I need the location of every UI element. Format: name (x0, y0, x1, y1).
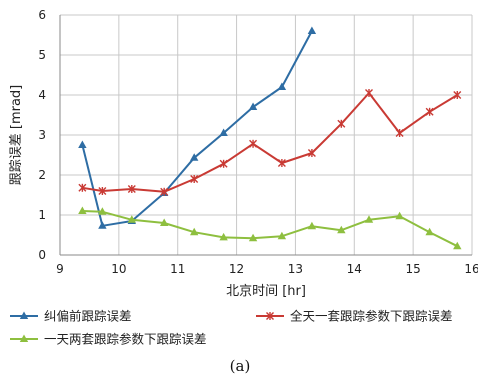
legend-item-1: 纠偏前跟踪误差 (10, 309, 132, 324)
data-point-series-1 (98, 221, 107, 229)
data-point-series-1 (248, 102, 258, 110)
star-marker (266, 312, 274, 320)
data-point-series-2 (425, 107, 434, 116)
x-axis-label: 北京时间 [hr] (226, 284, 306, 299)
data-point-series-3 (453, 241, 462, 250)
data-point-series-3 (78, 206, 87, 214)
data-point-series-2 (365, 89, 373, 97)
data-point-series-3 (159, 218, 169, 226)
data-point-series-2 (307, 149, 316, 157)
data-point-series-2 (395, 129, 404, 137)
y-axis-label: 跟踪误差 [mrad] (9, 85, 24, 186)
x-tick-label: 13 (288, 262, 303, 276)
data-point-series-2 (337, 119, 346, 128)
data-point-series-2 (98, 187, 107, 195)
data-point-series-3 (395, 211, 404, 220)
data-point-series-3 (364, 215, 374, 223)
y-tick-label: 5 (38, 48, 46, 62)
x-tick-label: 10 (111, 262, 126, 276)
figure-caption: (a) (230, 357, 251, 375)
data-point-series-3 (337, 225, 346, 234)
axes (59, 15, 472, 256)
data-point-series-2 (277, 159, 286, 167)
legend-item-3: 一天两套跟踪参数下跟踪误差 (10, 332, 207, 347)
legend-item-2: 全天一套跟踪参数下跟踪误差 (256, 309, 453, 324)
data-point-series-1 (219, 128, 228, 136)
data-point-series-3 (307, 221, 317, 230)
data-point-series-2 (249, 139, 258, 148)
data-point-series-3 (248, 233, 258, 242)
data-point-series-1 (277, 82, 287, 90)
data-point-series-3 (219, 232, 228, 241)
legend-label: 纠偏前跟踪误差 (44, 309, 132, 324)
data-point-series-2 (190, 175, 199, 183)
legend-label: 一天两套跟踪参数下跟踪误差 (44, 332, 207, 347)
data-point-series-3 (189, 227, 199, 236)
series-lines (78, 26, 462, 250)
x-tick-label: 9 (56, 262, 64, 276)
gridlines (59, 14, 473, 256)
data-point-series-2 (160, 187, 169, 196)
x-tick-label: 16 (464, 262, 478, 276)
data-point-series-2 (127, 185, 136, 193)
data-point-series-2 (219, 159, 228, 168)
triangle-marker (19, 311, 29, 319)
y-tick-label: 1 (38, 208, 46, 222)
triangle-marker (19, 334, 29, 342)
series-line-2 (82, 92, 458, 193)
x-tick-label: 11 (170, 262, 185, 276)
y-tick-label: 6 (38, 8, 46, 22)
x-tick-label: 12 (229, 262, 244, 276)
data-point-series-3 (98, 207, 107, 215)
x-tick-label: 14 (347, 262, 362, 276)
data-point-series-3 (425, 227, 434, 236)
series-line-3 (82, 210, 458, 248)
data-point-series-2 (78, 183, 87, 192)
data-point-series-1 (189, 153, 199, 161)
data-point-series-3 (127, 215, 137, 223)
y-tick-label: 4 (38, 88, 46, 102)
data-point-series-1 (78, 140, 87, 148)
x-tick-label: 15 (406, 262, 421, 276)
series-line-1 (81, 30, 313, 227)
data-point-series-2 (453, 91, 462, 99)
data-point-series-1 (307, 26, 317, 34)
y-tick-label: 0 (38, 248, 46, 262)
data-point-series-3 (277, 231, 287, 240)
y-tick-label: 3 (38, 128, 46, 142)
legend-label: 全天一套跟踪参数下跟踪误差 (290, 309, 453, 324)
y-tick-label: 2 (38, 168, 46, 182)
